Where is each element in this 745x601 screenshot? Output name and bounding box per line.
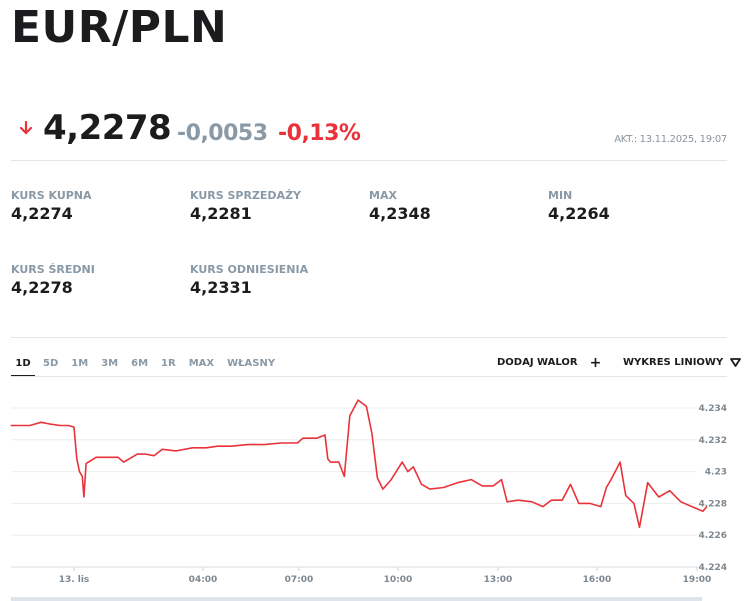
x-axis-label: 07:00 <box>285 575 314 585</box>
stat-label: KURS ODNIESIENIA <box>190 263 309 276</box>
stat-min: MIN 4,2264 <box>548 189 718 223</box>
stat-mid: KURS ŚREDNI 4,2278 <box>11 263 181 297</box>
arrow-down-icon <box>19 120 33 135</box>
x-axis-label: 13:00 <box>484 575 513 585</box>
chart-type-dropdown[interactable]: WYKRES LINIOWY <box>623 357 742 368</box>
page-title: EUR/PLN <box>11 2 228 53</box>
price-change-percent: -0,13% <box>278 121 361 146</box>
price-line <box>10 399 708 529</box>
tab-5d[interactable]: 5D <box>43 358 59 369</box>
add-asset-label: DODAJ WALOR <box>497 357 578 368</box>
toolbar-divider <box>11 376 727 377</box>
stat-value: 4,2281 <box>190 204 252 223</box>
add-asset-button[interactable]: DODAJ WALOR + <box>497 354 602 371</box>
price-change: -0,0053 <box>177 121 268 146</box>
plus-icon: + <box>589 354 602 371</box>
tab-custom[interactable]: WŁASNY <box>227 358 276 369</box>
triangle-down-icon <box>730 358 742 367</box>
y-axis-label: 4.228 <box>699 499 727 509</box>
last-updated: AKT.: 13.11.2025, 19:07 <box>614 134 727 145</box>
y-axis-label: 4.23 <box>705 468 727 478</box>
chart-navigator[interactable] <box>11 597 702 601</box>
stat-reference: KURS ODNIESIENIA 4,2331 <box>190 263 360 297</box>
stat-value: 4,2348 <box>369 204 431 223</box>
stat-value: 4,2331 <box>190 278 252 297</box>
y-axis-label: 4.234 <box>699 404 727 414</box>
stat-label: MAX <box>369 189 397 202</box>
y-axis-label: 4.232 <box>699 436 727 446</box>
tab-6m[interactable]: 6M <box>131 358 149 369</box>
period-tabs: 1D 5D 1M 3M 6M 1R MAX WŁASNY <box>11 355 288 377</box>
stat-label: KURS ŚREDNI <box>11 263 95 276</box>
stat-value: 4,2278 <box>11 278 73 297</box>
tab-1d[interactable]: 1D <box>11 355 35 377</box>
divider <box>11 337 727 338</box>
stat-value: 4,2264 <box>548 204 610 223</box>
tab-1r[interactable]: 1R <box>161 358 176 369</box>
stat-label: KURS KUPNA <box>11 189 92 202</box>
chart-type-label: WYKRES LINIOWY <box>623 357 724 368</box>
x-axis-label: 16:00 <box>583 575 612 585</box>
quote-summary: 4,2278 -0,0053 -0,13% AKT.: 13.11.2025, … <box>11 108 727 152</box>
divider <box>11 160 727 161</box>
line-chart-canvas[interactable]: 4.234 4.232 4.23 4.228 4.226 4.224 13. lis 04:0… <box>0 390 745 601</box>
x-axis-label: 13. lis <box>59 575 90 585</box>
x-axis-label: 10:00 <box>384 575 413 585</box>
y-axis-label: 4.226 <box>699 531 727 541</box>
stat-label: MIN <box>548 189 573 202</box>
stat-value: 4,2274 <box>11 204 73 223</box>
stat-label: KURS SPRZEDAŻY <box>190 189 302 202</box>
tab-3m[interactable]: 3M <box>101 358 119 369</box>
stat-max: MAX 4,2348 <box>369 189 539 223</box>
stat-bid: KURS KUPNA 4,2274 <box>11 189 181 223</box>
price-chart[interactable]: 4.234 4.232 4.23 4.228 4.226 4.224 13. lis 04:0… <box>0 390 745 601</box>
tab-1m[interactable]: 1M <box>71 358 89 369</box>
x-axis-label: 19:00 <box>683 575 712 585</box>
tab-max[interactable]: MAX <box>188 358 215 369</box>
y-axis-label: 4.224 <box>699 563 727 573</box>
current-price: 4,2278 <box>43 108 172 148</box>
stat-ask: KURS SPRZEDAŻY 4,2281 <box>190 189 360 223</box>
x-axis-label: 04:00 <box>189 575 218 585</box>
